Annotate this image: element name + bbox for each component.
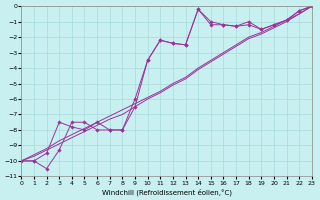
X-axis label: Windchill (Refroidissement éolien,°C): Windchill (Refroidissement éolien,°C) [101,188,232,196]
